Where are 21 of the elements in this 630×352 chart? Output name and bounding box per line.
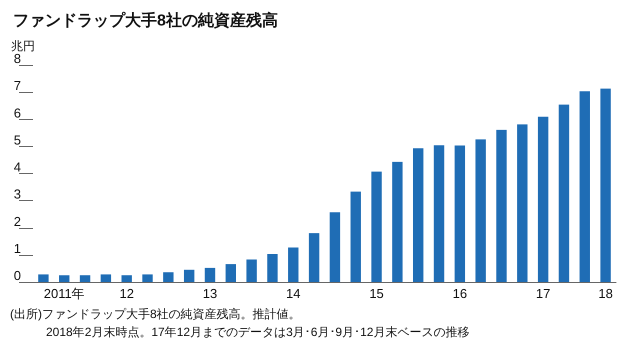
- x-tick-label: 12: [119, 286, 134, 301]
- x-tick-label: 15: [369, 286, 384, 301]
- text: (出所)ファンドラップ大手8社の純資産残高。推計値。: [10, 307, 301, 321]
- text: 2018年2月末時点。17年12月までのデータは3月･6月･9月･12月末ベースの推移: [46, 325, 470, 339]
- y-tick-label: 8: [14, 51, 21, 66]
- x-tick-label: 14: [286, 286, 300, 301]
- chart-title: ファンドラップ大手8社の純資産残高: [13, 10, 278, 30]
- y-tick-label: 3: [14, 186, 21, 202]
- x-tick-label: 17: [536, 286, 550, 301]
- y-tick-label: 6: [14, 105, 21, 120]
- y-tick-label: 1: [14, 240, 21, 256]
- y-axis-title: 兆円: [11, 39, 35, 54]
- y-tick-label: 5: [14, 132, 21, 148]
- y-tick-label: 0: [14, 268, 21, 283]
- y-tick-label: 2: [14, 214, 21, 229]
- y-tick-label: 7: [14, 78, 21, 94]
- x-tick-label: 2011年: [44, 286, 85, 301]
- x-tick-label: 18: [598, 286, 613, 301]
- y-tick-label: 4: [14, 160, 21, 174]
- x-tick-label: 16: [452, 286, 468, 301]
- x-tick-label: 13: [202, 286, 218, 301]
